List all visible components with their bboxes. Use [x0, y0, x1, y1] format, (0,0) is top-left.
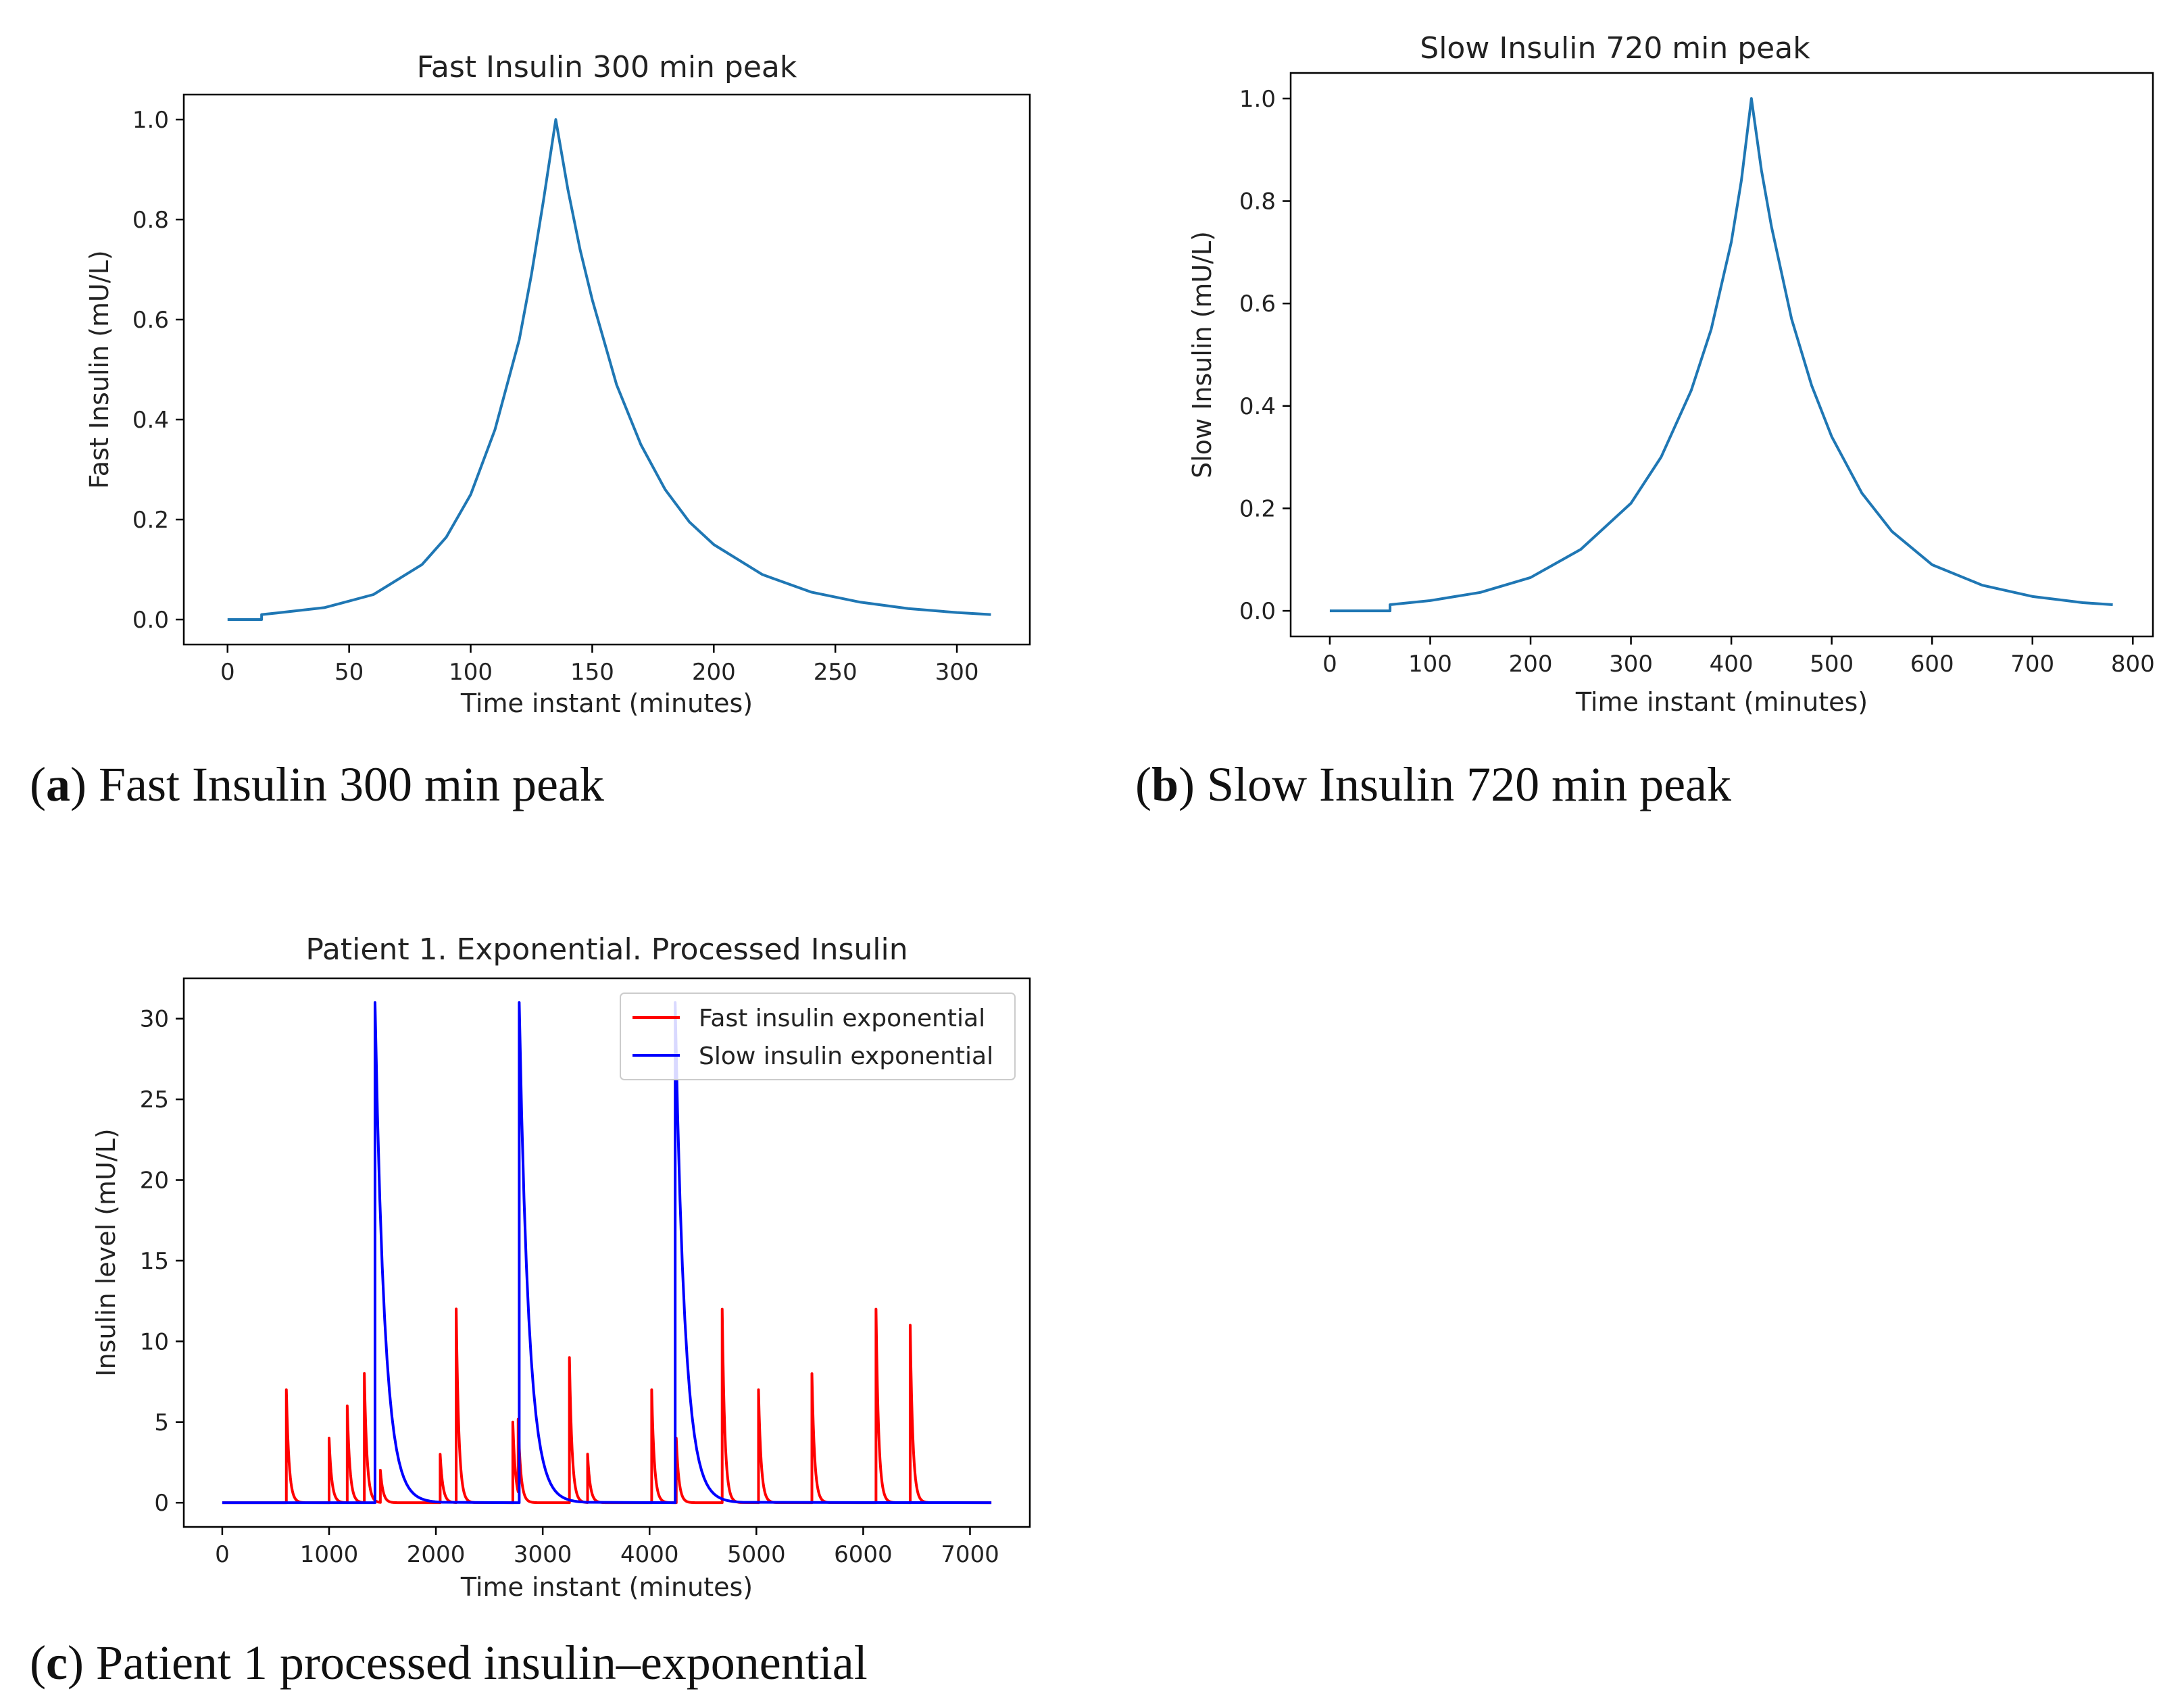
series-lines [222, 1001, 992, 1505]
x-tick-label: 200 [1509, 651, 1553, 678]
series-line-1 [1329, 97, 2113, 613]
x-tick-label: 6000 [834, 1541, 893, 1568]
y-tick-label: 0.2 [132, 507, 169, 534]
series-line-1 [227, 118, 991, 621]
y-tick-label: 0.6 [1239, 291, 1276, 318]
x-tick-label: 7000 [941, 1541, 999, 1568]
x-axis-label: Time instant (minutes) [460, 688, 753, 718]
legend: Fast insulin exponential Slow insulin ex… [620, 993, 1016, 1080]
x-tick-label: 300 [935, 659, 979, 686]
x-tick-label: 250 [814, 659, 858, 686]
y-tick-label: 0 [154, 1490, 169, 1517]
caption-letter: c [45, 1636, 68, 1690]
series-line-1 [222, 1307, 992, 1505]
chart-fast-insulin: Fast Insulin 300 min peak 0.00.20.40.60.… [84, 50, 1031, 718]
caption-text: Patient 1 processed insulin–exponential [83, 1636, 868, 1690]
series-lines [227, 118, 991, 621]
chart-patient-insulin: Patient 1. Exponential. Processed Insuli… [91, 932, 1031, 1602]
caption-text: Slow Insulin 720 min peak [1195, 757, 1731, 811]
chart-title: Slow Insulin 720 min peak [1420, 31, 1810, 66]
caption-letter: b [1151, 757, 1179, 811]
y-ticks: 0.0 0.2 0.4 0.6 0.8 1.0 [1239, 86, 1291, 625]
x-tick-label: 700 [2010, 651, 2054, 678]
x-ticks: 0 50 100 150 200 250 300 [220, 645, 979, 686]
x-tick-label: 400 [1710, 651, 1754, 678]
x-tick-label: 3000 [514, 1541, 572, 1568]
x-tick-label: 200 [692, 659, 736, 686]
y-tick-label: 0.8 [132, 207, 169, 234]
y-tick-label: 0.4 [132, 407, 169, 434]
legend-label-slow: Slow insulin exponential [699, 1043, 993, 1070]
x-ticks: 0 100 200 300 400 500 600 700 800 [1322, 636, 2155, 678]
series-lines [1329, 97, 2113, 613]
caption-letter: a [45, 757, 70, 811]
x-tick-label: 0 [215, 1541, 230, 1568]
legend-box [620, 993, 1016, 1080]
y-axis-label: Slow Insulin (mU/L) [1187, 231, 1217, 478]
series-line-2 [222, 1001, 992, 1505]
x-tick-label: 4000 [620, 1541, 679, 1568]
y-tick-label: 15 [140, 1248, 169, 1275]
x-tick-label: 500 [1810, 651, 1854, 678]
x-tick-label: 0 [1322, 651, 1337, 678]
legend-label-fast: Fast insulin exponential [699, 1005, 985, 1032]
y-tick-label: 0.4 [1239, 393, 1276, 420]
y-tick-label: 30 [140, 1006, 169, 1033]
y-tick-label: 20 [140, 1167, 169, 1195]
x-ticks: 0 1000 2000 3000 4000 5000 6000 7000 [215, 1527, 999, 1568]
x-tick-label: 1000 [300, 1541, 359, 1568]
x-tick-label: 2000 [407, 1541, 466, 1568]
x-tick-label: 300 [1609, 651, 1653, 678]
x-axis-label: Time instant (minutes) [1575, 687, 1868, 717]
chart-title: Fast Insulin 300 min peak [417, 50, 797, 84]
chart-slow-insulin: Slow Insulin 720 min peak 0.00.20.40.60.… [1187, 31, 2155, 717]
y-axis-label: Fast Insulin (mU/L) [84, 250, 114, 488]
x-axis-label: Time instant (minutes) [460, 1572, 753, 1602]
x-tick-label: 150 [570, 659, 614, 686]
y-tick-label: 10 [140, 1328, 169, 1355]
caption-c: (c) Patient 1 processed insulin–exponent… [30, 1636, 868, 1690]
x-tick-label: 5000 [727, 1541, 786, 1568]
y-tick-label: 1.0 [132, 107, 169, 134]
y-tick-label: 0.8 [1239, 189, 1276, 216]
y-axis-label: Insulin level (mU/L) [91, 1128, 121, 1376]
y-tick-label: 0.0 [132, 607, 169, 634]
caption-text: Fast Insulin 300 min peak [86, 757, 604, 811]
x-tick-label: 100 [1408, 651, 1452, 678]
y-tick-label: 25 [140, 1086, 169, 1113]
y-tick-label: 1.0 [1239, 86, 1276, 113]
y-tick-label: 5 [154, 1409, 169, 1436]
y-ticks: 0.0 0.2 0.4 0.6 0.8 1.0 [132, 107, 184, 634]
caption-a: (a) Fast Insulin 300 min peak [30, 757, 604, 811]
x-tick-label: 600 [1910, 651, 1954, 678]
y-tick-label: 0.2 [1239, 495, 1276, 522]
y-ticks: 0 5 10 15 20 25 30 [140, 1006, 184, 1517]
chart-title: Patient 1. Exponential. Processed Insuli… [305, 932, 908, 967]
caption-b: (b) Slow Insulin 720 min peak [1135, 757, 1731, 811]
y-tick-label: 0.6 [132, 307, 169, 334]
x-tick-label: 100 [449, 659, 493, 686]
plot-frame [182, 977, 1031, 1528]
x-tick-label: 0 [220, 659, 235, 686]
x-tick-label: 800 [2111, 651, 2155, 678]
plot-frame [182, 93, 1031, 646]
y-tick-label: 0.0 [1239, 598, 1276, 625]
plot-frame [1289, 72, 2154, 638]
x-tick-label: 50 [334, 659, 364, 686]
